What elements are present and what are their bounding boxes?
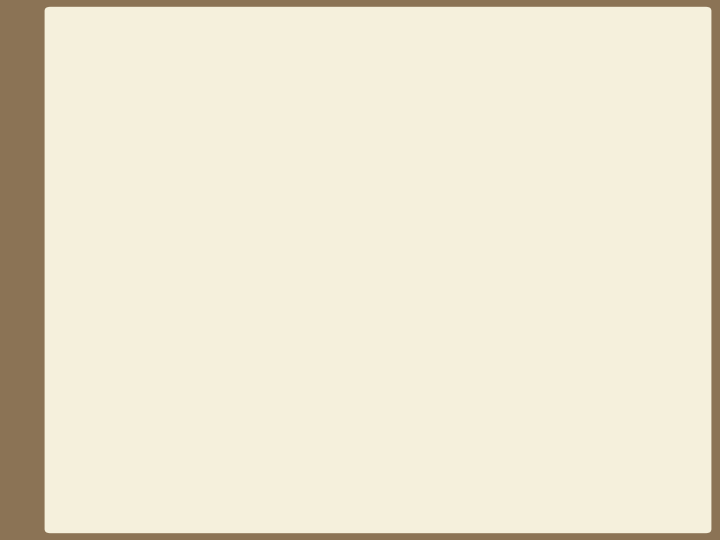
Circle shape xyxy=(43,189,61,207)
Ellipse shape xyxy=(592,139,668,235)
Text: Two equally probable
arrangements of
chromosomes at
metaphase I: Two equally probable arrangements of chr… xyxy=(497,163,579,199)
Bar xyxy=(614,166,618,182)
Circle shape xyxy=(46,402,54,410)
Circle shape xyxy=(43,357,61,375)
Ellipse shape xyxy=(588,379,628,407)
Circle shape xyxy=(46,444,54,452)
Circle shape xyxy=(46,486,54,494)
Ellipse shape xyxy=(394,279,442,347)
Bar xyxy=(437,166,441,182)
Bar xyxy=(634,166,638,182)
Bar xyxy=(420,306,424,320)
Circle shape xyxy=(43,483,61,501)
Bar xyxy=(642,191,646,207)
Bar xyxy=(437,191,441,207)
Circle shape xyxy=(46,150,54,158)
Circle shape xyxy=(43,105,61,123)
Bar xyxy=(622,166,626,182)
Circle shape xyxy=(43,273,61,291)
Bar xyxy=(622,191,626,207)
Text: nonidentical sister: nonidentical sister xyxy=(130,218,300,236)
Bar xyxy=(449,166,453,182)
Ellipse shape xyxy=(634,279,682,347)
Bar xyxy=(457,166,461,182)
Bar xyxy=(652,306,656,320)
Bar xyxy=(463,388,470,398)
Circle shape xyxy=(46,192,54,200)
Bar xyxy=(466,306,470,320)
Bar xyxy=(449,191,453,207)
Ellipse shape xyxy=(452,379,492,407)
Text: Independent assortment:: Independent assortment: xyxy=(130,125,385,143)
Text: Combinations possible:: Combinations possible: xyxy=(130,280,343,298)
Circle shape xyxy=(43,231,61,249)
Text: homologous pairs of: homologous pairs of xyxy=(130,142,315,160)
Bar xyxy=(642,166,646,182)
Ellipse shape xyxy=(448,279,496,347)
Text: Combination
2: Combination 2 xyxy=(449,413,495,430)
Text: Combination
1: Combination 1 xyxy=(395,413,441,430)
Bar xyxy=(420,388,427,398)
Text: ◄: ◄ xyxy=(110,125,124,143)
Text: chromatids during meiosis: chromatids during meiosis xyxy=(130,237,374,255)
Ellipse shape xyxy=(638,379,678,407)
Bar xyxy=(390,125,690,480)
Text: Possibility 2: Possibility 2 xyxy=(592,133,658,142)
Text: chromosomes position and: chromosomes position and xyxy=(130,161,374,179)
Text: ◄: ◄ xyxy=(110,280,124,298)
Text: Copyright © Pearson Education, Inc., publishing as Benjamin Cummings.: Copyright © Pearson Education, Inc., pub… xyxy=(395,468,596,474)
Circle shape xyxy=(43,63,61,81)
Circle shape xyxy=(43,441,61,459)
Circle shape xyxy=(46,108,54,116)
Bar xyxy=(610,388,617,398)
Bar xyxy=(660,306,664,320)
Bar xyxy=(599,388,606,398)
Text: Possibility 1: Possibility 1 xyxy=(412,133,478,142)
Text: orient randomly: orient randomly xyxy=(130,180,277,198)
Circle shape xyxy=(46,276,54,284)
Bar xyxy=(429,191,433,207)
Text: Metaphase II: Metaphase II xyxy=(510,309,566,317)
Text: Combination
4: Combination 4 xyxy=(635,413,680,430)
Text: II: II xyxy=(130,256,144,274)
Bar xyxy=(610,306,614,320)
Circle shape xyxy=(43,147,61,165)
Circle shape xyxy=(46,66,54,74)
Text: (n the haploid number of: (n the haploid number of xyxy=(171,300,405,318)
Text: n: n xyxy=(162,295,170,308)
Circle shape xyxy=(43,399,61,417)
Ellipse shape xyxy=(584,279,632,347)
Circle shape xyxy=(46,318,54,326)
Bar xyxy=(429,166,433,182)
Bar xyxy=(602,306,606,320)
Bar xyxy=(634,191,638,207)
Text: (metaphase I) and: (metaphase I) and xyxy=(130,199,296,217)
Circle shape xyxy=(43,315,61,333)
Ellipse shape xyxy=(398,379,438,407)
Bar xyxy=(649,388,656,398)
Bar xyxy=(474,306,478,320)
Circle shape xyxy=(43,21,61,39)
Text: – 2: – 2 xyxy=(135,300,161,318)
Text: the organism): the organism) xyxy=(148,319,276,338)
Circle shape xyxy=(46,24,54,32)
Bar xyxy=(457,191,461,207)
Bar xyxy=(412,306,416,320)
Bar xyxy=(614,191,618,207)
Circle shape xyxy=(46,234,54,242)
Circle shape xyxy=(46,360,54,368)
Bar xyxy=(409,388,416,398)
Text: Gametes: Gametes xyxy=(520,369,557,377)
Bar xyxy=(474,388,481,398)
Bar xyxy=(660,388,667,398)
Ellipse shape xyxy=(407,139,483,235)
Text: Combination
3: Combination 3 xyxy=(585,413,631,430)
Text: Origins of Genetic Variation, I: Origins of Genetic Variation, I xyxy=(105,60,720,110)
